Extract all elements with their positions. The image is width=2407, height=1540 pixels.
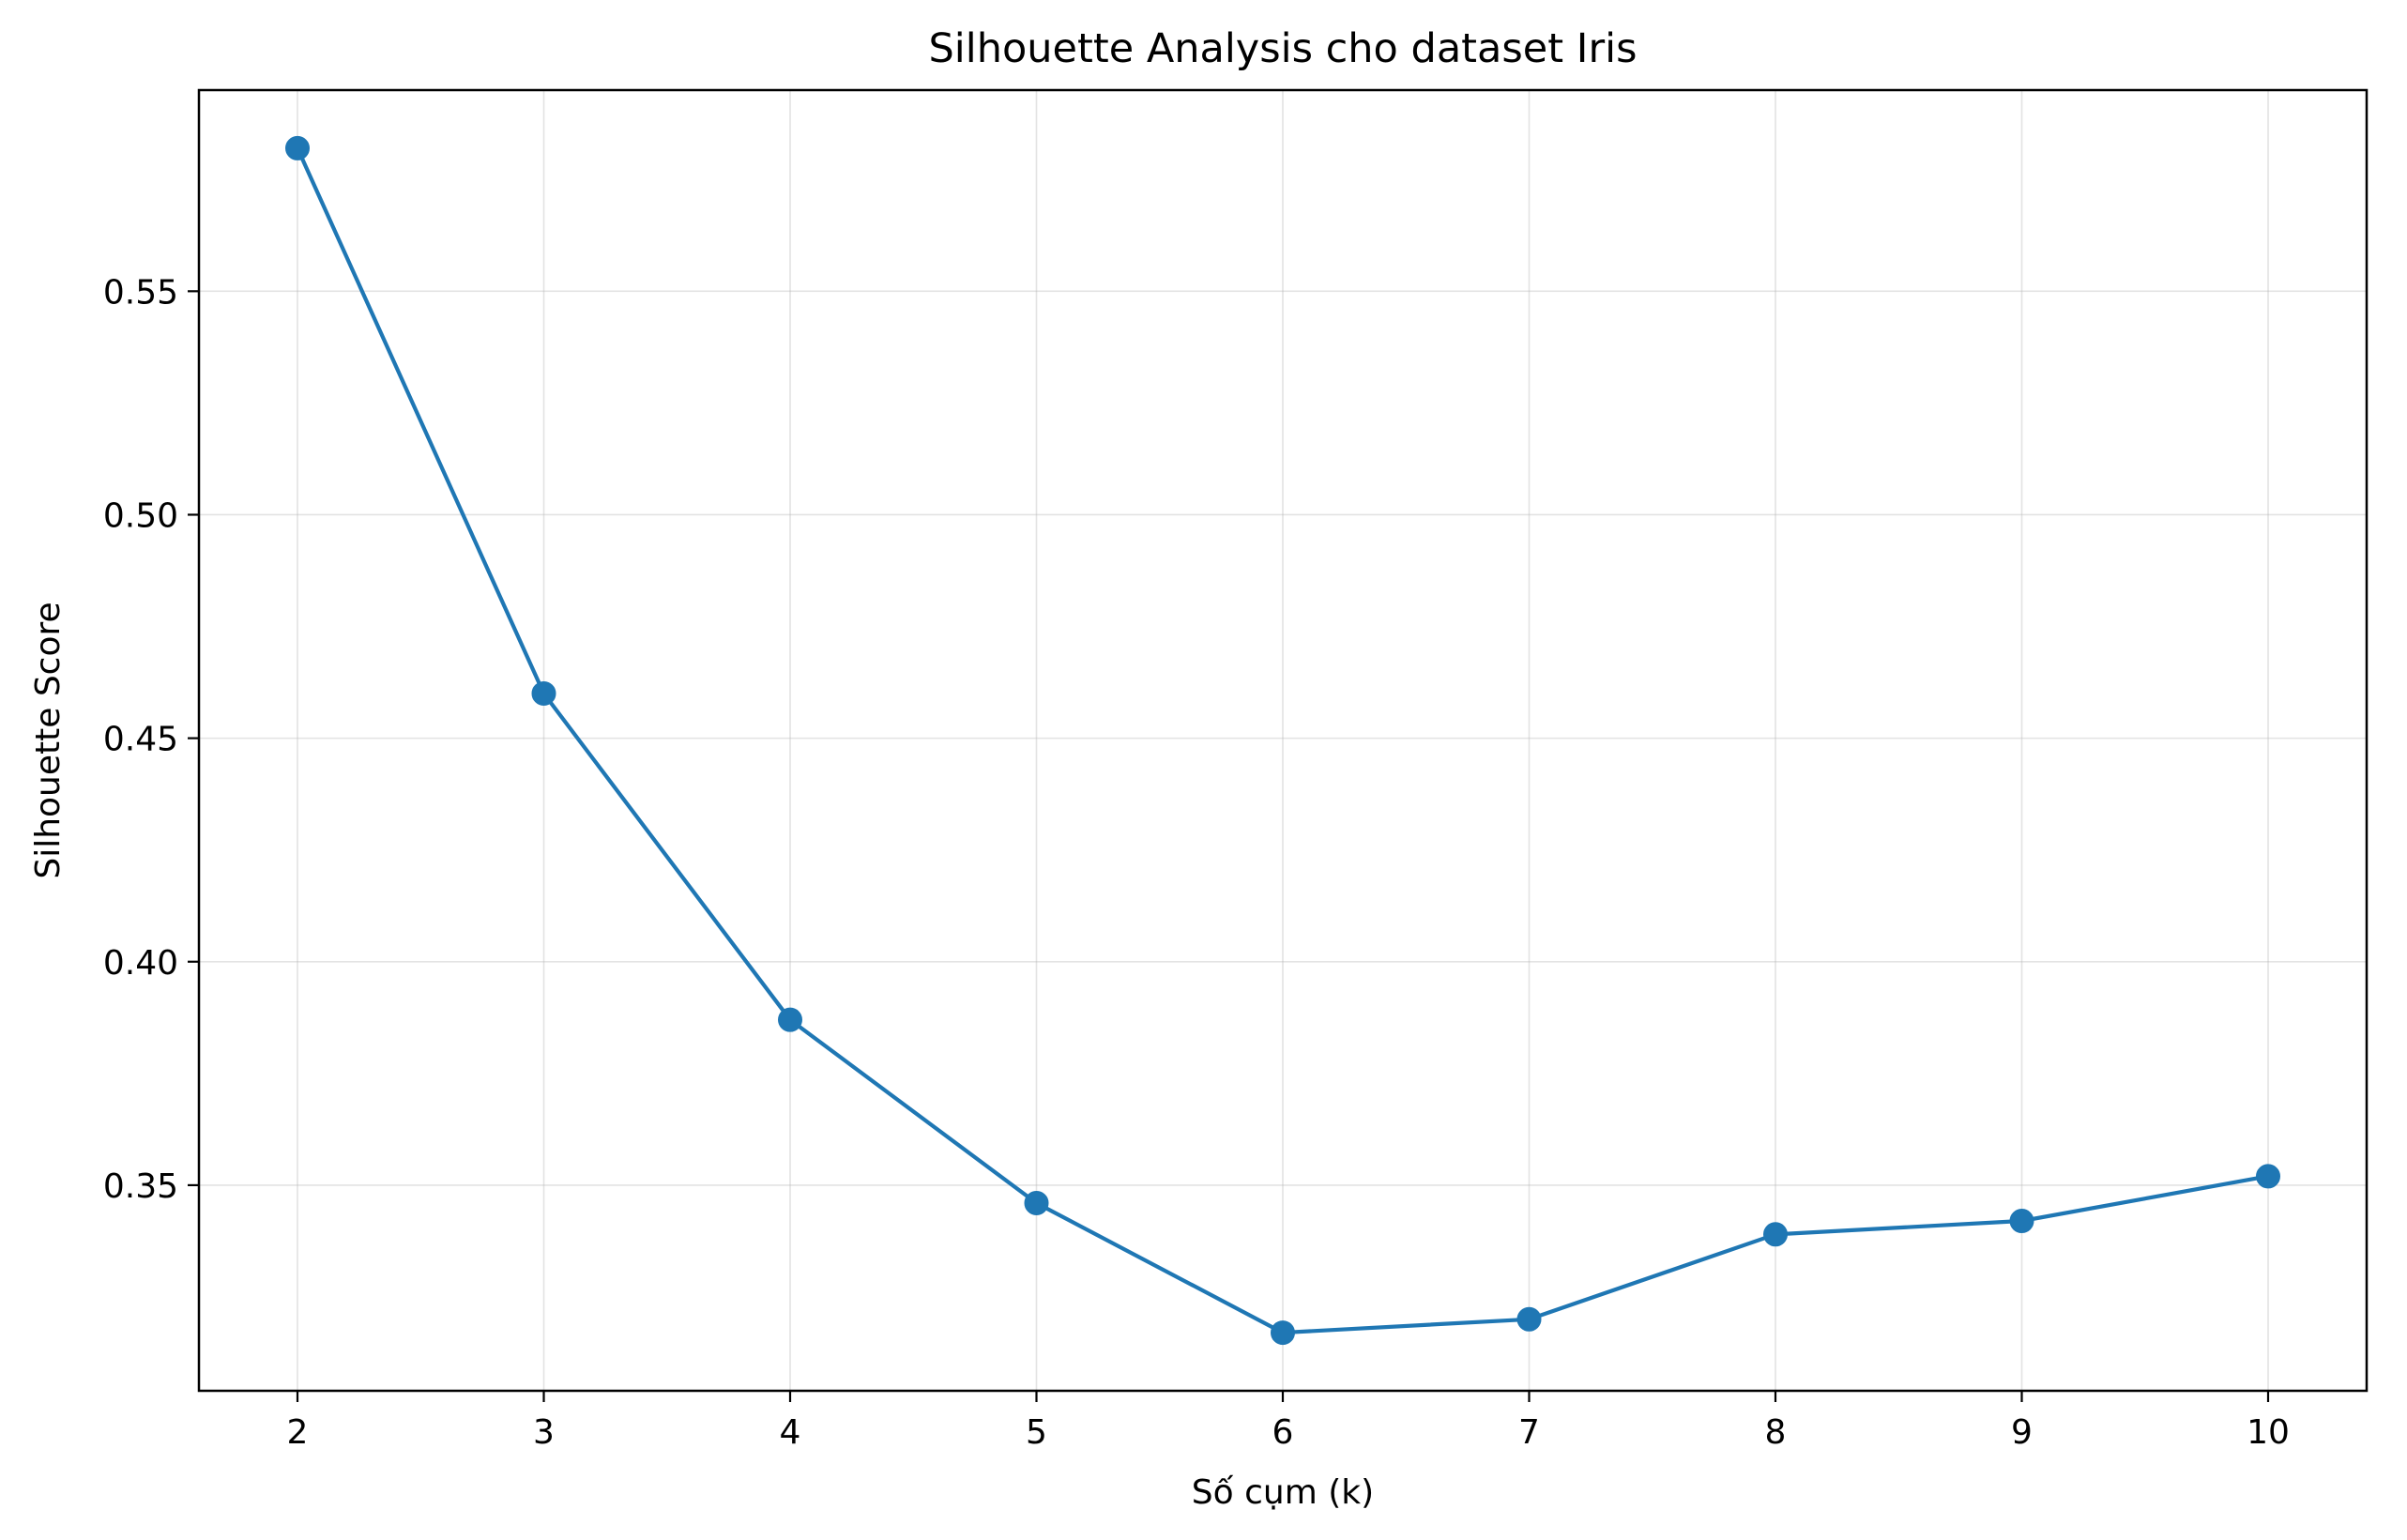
x-tick-label: 6 (1272, 1413, 1294, 1452)
grid-lines (199, 90, 2367, 1391)
data-point-k3 (531, 680, 556, 706)
x-axis-title: Số cụm (k) (1192, 1473, 1374, 1512)
y-tick-label: 0.45 (103, 721, 178, 759)
x-tick-label: 7 (1518, 1413, 1540, 1452)
y-axis-title: Silhouette Score (29, 602, 68, 878)
x-tick-label: 10 (2247, 1413, 2290, 1452)
x-tick-label: 5 (1026, 1413, 1047, 1452)
x-ticks: 2 3 4 5 6 7 8 9 10 (287, 1391, 2290, 1452)
data-point-k9 (2009, 1209, 2034, 1234)
data-point-k6 (1271, 1320, 1295, 1346)
y-ticks: 0.35 0.40 0.45 0.50 0.55 (103, 273, 199, 1206)
y-tick-label: 0.55 (103, 273, 178, 312)
chart-title: Silhouette Analysis cho dataset Iris (929, 25, 1638, 72)
y-tick-label: 0.40 (103, 944, 178, 983)
x-tick-label: 4 (780, 1413, 801, 1452)
x-tick-label: 3 (533, 1413, 555, 1452)
series-layer (285, 135, 2280, 1346)
x-tick-label: 9 (2011, 1413, 2033, 1452)
y-tick-label: 0.50 (103, 496, 178, 535)
data-point-k2 (285, 135, 310, 160)
data-point-k10 (2256, 1164, 2280, 1189)
data-point-k4 (778, 1007, 802, 1032)
y-tick-label: 0.35 (103, 1167, 178, 1206)
x-tick-label: 8 (1765, 1413, 1787, 1452)
data-point-k7 (1516, 1306, 1542, 1332)
data-point-k5 (1024, 1190, 1049, 1215)
x-tick-label: 2 (287, 1413, 309, 1452)
data-point-k8 (1763, 1222, 1788, 1247)
